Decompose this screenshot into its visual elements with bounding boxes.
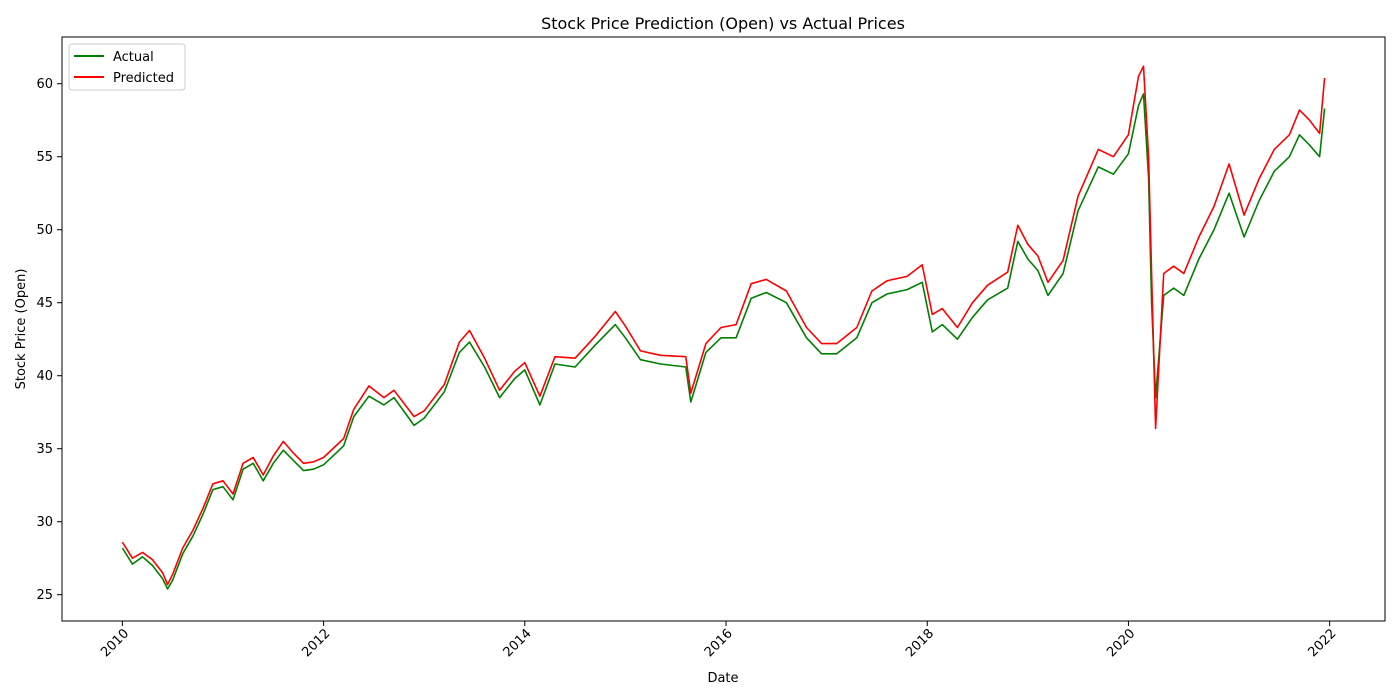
chart-title: Stock Price Prediction (Open) vs Actual … (541, 14, 905, 33)
x-tick-label: 2010 (98, 626, 132, 660)
x-tick-label: 2022 (1305, 626, 1339, 660)
y-tick-label: 55 (36, 150, 53, 165)
x-axis: 2010 2012 2014 2016 2018 2020 2022 (98, 621, 1339, 660)
y-tick-label: 35 (36, 442, 53, 457)
y-tick-label: 60 (36, 77, 53, 92)
x-axis-title: Date (707, 671, 738, 686)
x-tick-label: 2014 (501, 626, 535, 660)
plot-layer (121, 65, 1326, 590)
y-tick-label: 50 (36, 223, 53, 238)
y-axis: 25 30 35 40 45 50 55 60 (36, 77, 62, 603)
series-line-actual (121, 93, 1326, 590)
y-axis-title: Stock Price (Open) (14, 269, 29, 390)
plot-frame (61, 36, 1386, 622)
legend-label-predicted: Predicted (113, 71, 174, 86)
series-line-predicted (121, 65, 1326, 586)
y-tick-label: 25 (36, 588, 53, 603)
x-tick-label: 2012 (299, 626, 333, 660)
x-tick-label: 2016 (702, 626, 736, 660)
legend: Actual Predicted (68, 43, 186, 91)
y-tick-label: 30 (36, 515, 53, 530)
y-tick-label: 45 (36, 296, 53, 311)
legend-label-actual: Actual (113, 50, 154, 65)
x-tick-label: 2018 (903, 626, 937, 660)
y-tick-label: 40 (36, 369, 53, 384)
x-tick-label: 2020 (1104, 626, 1138, 660)
